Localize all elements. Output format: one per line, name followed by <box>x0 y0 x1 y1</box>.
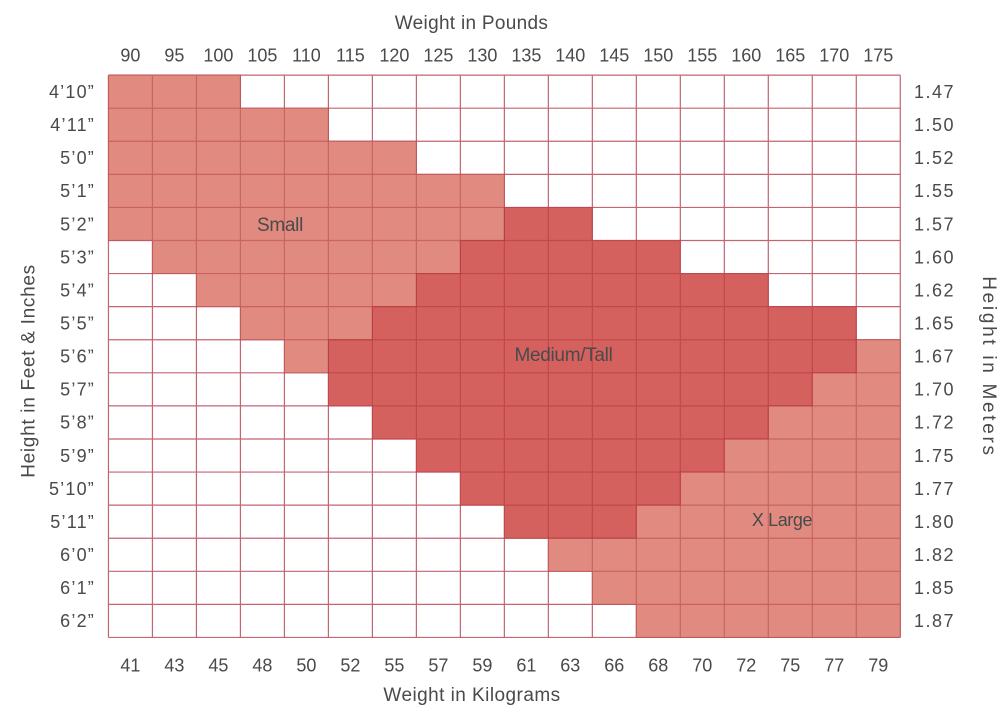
svg-text:170: 170 <box>819 46 849 66</box>
svg-text:1.70: 1.70 <box>914 380 955 400</box>
svg-text:95: 95 <box>164 46 184 66</box>
svg-text:5’7”: 5’7” <box>60 380 95 400</box>
svg-text:1.87: 1.87 <box>914 611 955 631</box>
svg-text:115: 115 <box>336 46 365 66</box>
svg-text:50: 50 <box>296 656 316 676</box>
svg-text:1.52: 1.52 <box>914 148 955 168</box>
svg-text:1.47: 1.47 <box>914 82 955 102</box>
svg-text:5’9”: 5’9” <box>60 446 95 466</box>
svg-text:5’0”: 5’0” <box>60 148 95 168</box>
svg-text:150: 150 <box>643 46 673 66</box>
svg-text:1.80: 1.80 <box>914 512 955 532</box>
svg-text:41: 41 <box>120 656 140 676</box>
svg-text:175: 175 <box>863 46 893 66</box>
svg-text:X Large: X Large <box>752 510 813 530</box>
svg-text:63: 63 <box>560 656 580 676</box>
svg-text:Small: Small <box>257 215 303 236</box>
svg-text:5’11”: 5’11” <box>50 512 95 532</box>
svg-text:6’0”: 6’0” <box>60 545 95 565</box>
svg-text:75: 75 <box>780 656 800 676</box>
svg-text:Height in Meters: Height in Meters <box>978 276 999 458</box>
svg-text:1.60: 1.60 <box>914 247 955 267</box>
svg-text:66: 66 <box>604 656 624 676</box>
svg-text:Medium/Tall: Medium/Tall <box>514 345 612 366</box>
svg-text:79: 79 <box>868 656 888 676</box>
svg-text:1.55: 1.55 <box>914 181 955 201</box>
svg-text:5’3”: 5’3” <box>60 247 95 267</box>
svg-text:1.77: 1.77 <box>914 479 955 499</box>
svg-text:5’6”: 5’6” <box>60 347 95 367</box>
svg-text:4’11”: 4’11” <box>50 115 95 135</box>
svg-text:Weight in Kilograms: Weight in Kilograms <box>383 685 560 706</box>
svg-text:5’10”: 5’10” <box>49 479 95 499</box>
svg-text:1.72: 1.72 <box>914 413 955 433</box>
svg-text:43: 43 <box>164 656 184 676</box>
svg-text:130: 130 <box>467 46 497 66</box>
svg-text:1.62: 1.62 <box>914 280 955 300</box>
svg-text:6’2”: 6’2” <box>60 611 95 631</box>
svg-text:1.57: 1.57 <box>914 214 955 234</box>
svg-text:1.75: 1.75 <box>914 446 955 466</box>
svg-text:165: 165 <box>775 46 805 66</box>
svg-text:70: 70 <box>692 656 712 676</box>
svg-text:55: 55 <box>384 656 404 676</box>
svg-text:45: 45 <box>208 656 228 676</box>
svg-text:Height in Feet & Inches: Height in Feet & Inches <box>19 264 40 478</box>
svg-text:125: 125 <box>423 46 453 66</box>
svg-text:52: 52 <box>340 656 360 676</box>
svg-text:77: 77 <box>824 656 844 676</box>
svg-text:5’8”: 5’8” <box>60 413 95 433</box>
svg-text:68: 68 <box>648 656 668 676</box>
svg-text:4’10”: 4’10” <box>49 82 95 102</box>
svg-text:59: 59 <box>472 656 492 676</box>
svg-text:110: 110 <box>292 46 321 66</box>
svg-text:5’5”: 5’5” <box>60 314 95 334</box>
svg-text:1.85: 1.85 <box>914 578 955 598</box>
svg-text:90: 90 <box>120 46 140 66</box>
svg-text:1.82: 1.82 <box>914 545 955 565</box>
svg-text:5’2”: 5’2” <box>60 214 95 234</box>
svg-text:57: 57 <box>428 656 448 676</box>
svg-text:1.65: 1.65 <box>914 314 955 334</box>
svg-text:135: 135 <box>511 46 541 66</box>
svg-text:6’1”: 6’1” <box>60 578 95 598</box>
svg-text:120: 120 <box>379 46 409 66</box>
svg-text:61: 61 <box>516 656 536 676</box>
svg-text:105: 105 <box>247 46 277 66</box>
svg-text:48: 48 <box>252 656 272 676</box>
svg-text:155: 155 <box>687 46 717 66</box>
svg-text:72: 72 <box>736 656 756 676</box>
svg-text:1.50: 1.50 <box>914 115 955 135</box>
svg-text:1.67: 1.67 <box>914 347 955 367</box>
svg-text:100: 100 <box>203 46 233 66</box>
svg-text:5’1”: 5’1” <box>60 181 95 201</box>
svg-text:145: 145 <box>599 46 629 66</box>
svg-text:5’4”: 5’4” <box>60 280 95 300</box>
svg-text:140: 140 <box>555 46 585 66</box>
svg-text:Weight in Pounds: Weight in Pounds <box>395 13 548 34</box>
svg-text:160: 160 <box>731 46 761 66</box>
